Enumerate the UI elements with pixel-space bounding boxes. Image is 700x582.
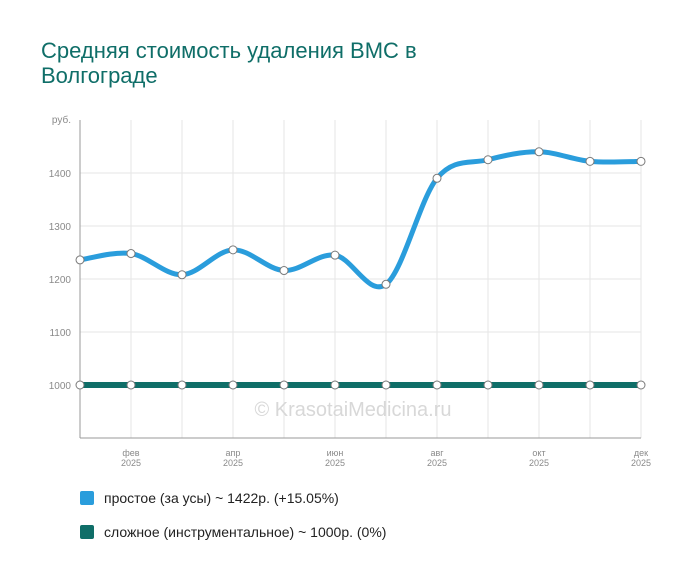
data-point[interactable] xyxy=(381,279,391,289)
x-tick-year: 2025 xyxy=(631,458,651,468)
data-point[interactable] xyxy=(483,155,493,165)
data-point[interactable] xyxy=(432,173,442,183)
legend-swatch xyxy=(80,525,94,539)
y-tick-label: 1100 xyxy=(49,328,71,339)
y-axis-unit: руб. xyxy=(52,114,71,126)
x-tick-labels: фев2025апр2025июн2025авг2025окт2025дек20… xyxy=(121,448,651,468)
data-point[interactable] xyxy=(534,380,544,390)
x-tick-month: фев xyxy=(122,448,139,458)
data-point[interactable] xyxy=(636,380,646,390)
data-point[interactable] xyxy=(636,156,646,166)
data-point[interactable] xyxy=(177,380,187,390)
x-tick-month: окт xyxy=(532,448,545,458)
data-point[interactable] xyxy=(330,380,340,390)
grid xyxy=(80,120,642,438)
legend-item-complex[interactable]: сложное (инструментальное) ~ 1000р. (0%) xyxy=(80,522,386,542)
data-point[interactable] xyxy=(75,255,85,265)
watermark: © KrasotaiMedicina.ru xyxy=(254,399,451,421)
series-line-0 xyxy=(77,149,644,290)
y-tick-label: 1000 xyxy=(49,381,72,392)
legend: простое (за усы) ~ 1422р. (+15.05%) слож… xyxy=(80,488,386,556)
x-tick-year: 2025 xyxy=(223,458,243,468)
legend-item-simple[interactable]: простое (за усы) ~ 1422р. (+15.05%) xyxy=(80,488,386,508)
data-point[interactable] xyxy=(75,380,85,390)
x-tick-month: апр xyxy=(226,448,241,458)
legend-label: сложное (инструментальное) ~ 1000р. (0%) xyxy=(104,524,387,540)
series-group xyxy=(75,147,646,390)
x-tick-month: дек xyxy=(634,448,648,458)
x-tick-year: 2025 xyxy=(121,458,141,468)
y-tick-label: 1200 xyxy=(49,275,72,286)
data-point[interactable] xyxy=(279,380,289,390)
data-point[interactable] xyxy=(126,249,136,259)
chart-title: Средняя стоимость удаления ВМС в Волгогр… xyxy=(41,38,417,88)
data-point[interactable] xyxy=(432,380,442,390)
y-tick-label: 1300 xyxy=(49,222,72,233)
x-tick-year: 2025 xyxy=(427,458,447,468)
y-tick-labels: 1000 1100 1200 1300 1400 руб. xyxy=(49,114,72,392)
legend-label: простое (за усы) ~ 1422р. (+15.05%) xyxy=(104,490,339,506)
data-point[interactable] xyxy=(330,250,340,260)
data-point[interactable] xyxy=(381,380,391,390)
x-tick-month: июн xyxy=(327,448,344,458)
data-point[interactable] xyxy=(534,147,544,157)
x-tick-year: 2025 xyxy=(529,458,549,468)
data-point[interactable] xyxy=(228,380,238,390)
data-point[interactable] xyxy=(585,380,595,390)
x-tick-year: 2025 xyxy=(325,458,345,468)
data-point[interactable] xyxy=(483,380,493,390)
legend-swatch xyxy=(80,491,94,505)
x-tick-month: авг xyxy=(430,448,444,458)
data-point[interactable] xyxy=(279,266,289,276)
data-point[interactable] xyxy=(585,156,595,166)
y-tick-label: 1400 xyxy=(49,169,72,180)
data-point[interactable] xyxy=(228,245,238,255)
data-point[interactable] xyxy=(177,270,187,280)
data-point[interactable] xyxy=(126,380,136,390)
